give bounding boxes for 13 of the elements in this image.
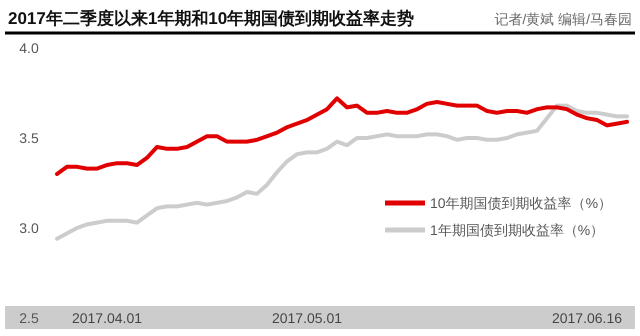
x-tick-label: 2017.05.01 — [272, 310, 342, 326]
y-tick-label: 3.0 — [19, 220, 39, 236]
legend-label: 1年期国债到期收益率（%） — [430, 222, 604, 238]
x-tick-label: 2017.04.01 — [72, 310, 142, 326]
line-series — [55, 96, 629, 176]
y-tick-label: 4.0 — [19, 40, 39, 56]
x-tick-label: 2017.06.16 — [552, 310, 622, 326]
line-series — [55, 104, 629, 241]
legend-label: 10年期国债到期收益率（%） — [430, 195, 612, 211]
y-tick-label: 2.5 — [19, 310, 39, 326]
chart-title: 2017年二季度以来1年期和10年期国债到期收益率走势 — [8, 9, 414, 28]
y-tick-label: 3.5 — [19, 130, 39, 146]
text: 记者/黄斌 编辑/马春园 — [494, 11, 632, 27]
